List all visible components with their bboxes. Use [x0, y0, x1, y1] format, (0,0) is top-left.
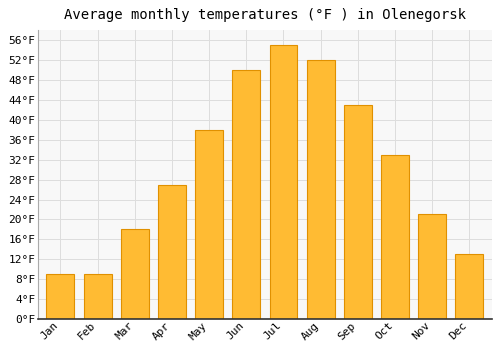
Bar	[195, 130, 223, 319]
Bar	[232, 70, 260, 319]
Bar	[344, 105, 372, 319]
Bar	[381, 155, 409, 319]
Bar	[418, 215, 446, 319]
Bar	[456, 254, 483, 319]
Bar	[158, 184, 186, 319]
Bar	[270, 46, 297, 319]
Bar	[84, 274, 112, 319]
Bar	[46, 274, 74, 319]
Bar	[306, 60, 334, 319]
Bar	[121, 229, 148, 319]
Title: Average monthly temperatures (°F ) in Olenegorsk: Average monthly temperatures (°F ) in Ol…	[64, 8, 466, 22]
